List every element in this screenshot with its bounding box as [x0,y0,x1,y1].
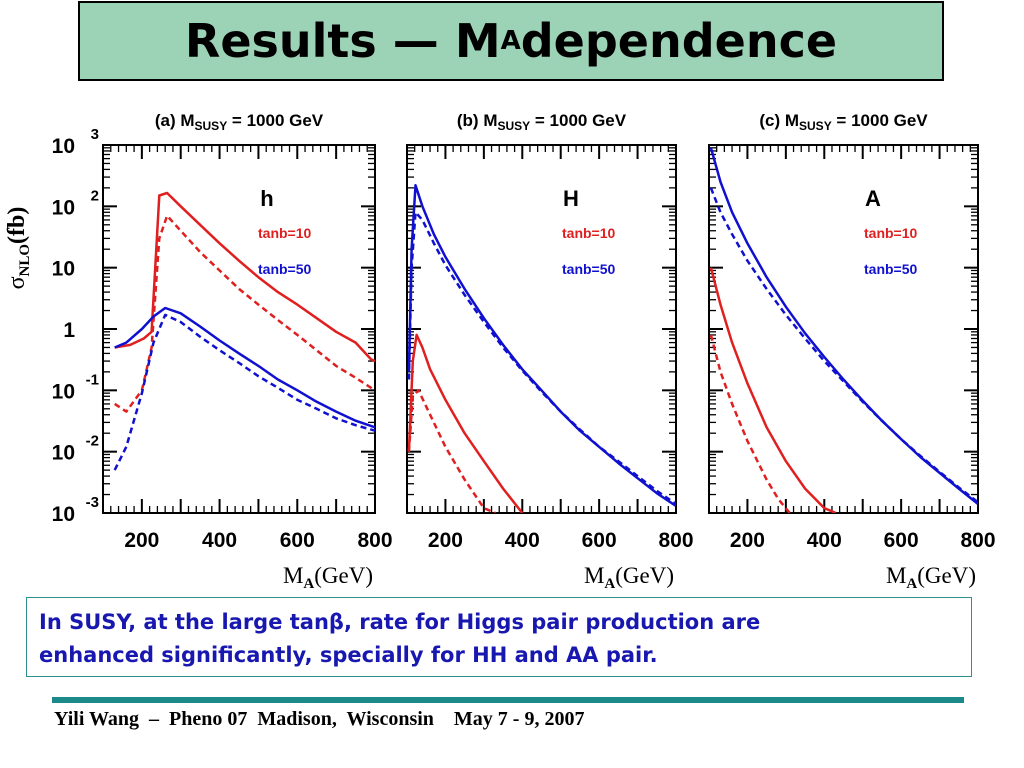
y-tick-label: 10 [52,196,75,219]
panel-label-rest: = 1000 GeV [227,111,324,130]
chart-panel-1: (a) MSUSY = 1000 GeV 200 400 600 800 MA(GeV) h… [102,111,393,592]
x-tick-label: 400 [202,529,237,552]
x-tick-label: 600 [582,529,617,552]
y-tick-exponent: 3 [91,126,99,143]
chart-panel-2: (b) MSUSY = 1000 GeV 200 400 600 800 MA(GeV) H… [406,111,694,592]
panel-label-rest: = 1000 GeV [832,111,929,130]
x-axis-label-part: A [604,576,615,592]
y-tick-label: 1 [63,319,75,342]
x-tick-label: 800 [960,529,995,552]
series-line-tanb-50-solid [709,147,978,505]
panel-label-sub: SUSY [799,119,832,133]
note-line-2: enhanced significantly, specially for HH… [39,643,658,667]
series-line-tanb-10-dashed [114,214,375,413]
series-line-tanb-50-dashed [407,211,676,506]
higgs-label: H [563,186,579,211]
x-axis-label: MA(GeV) [886,563,976,592]
panel-label: (c) MSUSY = 1000 GeV [759,111,928,133]
y-tick-exponent: 2 [91,187,99,204]
x-tick-label: 400 [807,529,842,552]
x-tick-label: 400 [505,529,540,552]
x-tick-label: 600 [884,529,919,552]
x-axis-label-part: M [283,563,303,588]
y-axis-label-part: (fb) [4,207,30,244]
panel-label-rest: = 1000 GeV [530,111,627,130]
x-tick-label: 200 [730,529,765,552]
x-axis-label-part: (GeV) [314,563,373,588]
panel-label: (b) MSUSY = 1000 GeV [457,111,627,133]
x-tick-label: 800 [658,529,693,552]
series-line-tanb-50-dashed [709,187,978,504]
x-axis-label-part: M [886,563,906,588]
y-tick-exponent: -2 [86,433,99,450]
panel-label-main: (b) M [457,111,498,130]
series-line-tanb-10-dashed [709,334,791,513]
legend-entry: tanb=10 [864,225,918,241]
panel-label-main: (c) M [759,111,799,130]
y-axis-label-part: NLO [17,244,33,277]
x-tick-label: 200 [428,529,463,552]
panel-label-main: (a) M [155,111,195,130]
x-axis-label-part: (GeV) [917,563,976,588]
y-axis-label: σNLO(fb) [4,207,33,290]
y-axis-label-part: σ [4,276,30,289]
panel-label-sub: SUSY [195,119,228,133]
series-line-tanb-10-dashed [407,389,496,513]
y-tick-label: 10 [52,442,75,465]
footer-rule [52,697,964,703]
y-tick-label: 10 [52,258,75,281]
y-tick-exponent: -3 [86,494,99,511]
y-tick-exponent: -1 [86,371,99,388]
series-line-tanb-10-solid [114,191,375,363]
series-line-tanb-50-solid [407,184,676,508]
higgs-label: h [260,186,273,211]
series-line-tanb-10-solid [407,333,524,513]
higgs-label: A [865,186,881,211]
plot-frame [406,144,677,514]
panel-label-sub: SUSY [497,119,530,133]
series-line-tanb-50-dashed [113,313,375,471]
y-tick-label: 10 [52,503,75,526]
x-tick-label: 200 [124,529,159,552]
note-box: In SUSY, at the large tanβ, rate for Hig… [26,597,972,677]
x-axis-label: MA(GeV) [584,563,674,592]
note-line-1: In SUSY, at the large tanβ, rate for Hig… [39,610,761,634]
x-tick-label: 800 [357,529,392,552]
series-line-tanb-10-solid [709,267,837,513]
title-rest: dependence [520,14,838,68]
title-sub: A [500,26,521,56]
y-tick-label: 10 [52,135,75,158]
legend-entry: tanb=50 [562,261,616,277]
footer-text: Yili Wang – Pheno 07 Madison, Wisconsin … [54,708,585,730]
y-tick-label: 10 [52,380,75,403]
x-axis-label-part: M [584,563,604,588]
title-main: Results — M [184,14,501,68]
x-axis-label-part: A [906,576,917,592]
x-axis-label-part: (GeV) [615,563,674,588]
plot-frame [708,144,979,514]
x-axis-label-part: A [303,576,314,592]
legend-entry: tanb=50 [258,261,312,277]
series-line-tanb-50-solid [114,306,375,429]
legend-entry: tanb=10 [258,225,312,241]
panel-label: (a) MSUSY = 1000 GeV [155,111,324,133]
x-axis-label: MA(GeV) [283,563,373,592]
legend-entry: tanb=10 [562,225,616,241]
legend-entry: tanb=50 [864,261,918,277]
x-tick-label: 600 [280,529,315,552]
